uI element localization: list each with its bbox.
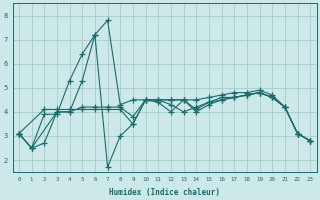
X-axis label: Humidex (Indice chaleur): Humidex (Indice chaleur) — [109, 188, 220, 197]
